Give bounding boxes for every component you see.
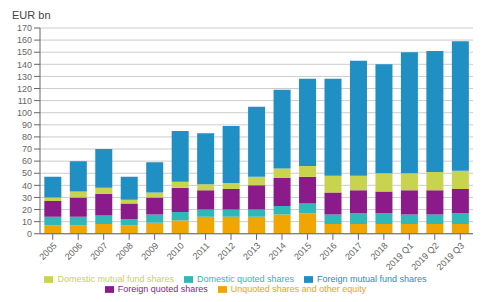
svg-text:2017: 2017: [343, 241, 364, 262]
svg-text:120: 120: [17, 84, 32, 94]
html-text:Domestic quoted shares: Domestic quoted shares: [197, 273, 294, 284]
svg-text:160: 160: [17, 35, 32, 45]
svg-text:170: 170: [17, 23, 32, 33]
html-text:Foreign mutual fund shares: Foreign mutual fund shares: [317, 273, 427, 284]
svg-text:110: 110: [18, 96, 32, 106]
svg-text:130: 130: [17, 72, 32, 82]
svg-text:0: 0: [27, 229, 32, 239]
html-text:Unquoted shares and other equi: Unquoted shares and other equity: [230, 283, 367, 294]
svg-text:2011: 2011: [191, 241, 212, 262]
svg-text:2007: 2007: [88, 241, 109, 262]
svg-text:50: 50: [22, 168, 32, 178]
svg-text:2006: 2006: [63, 241, 84, 262]
svg-text:2016: 2016: [318, 241, 339, 262]
svg-text:10: 10: [22, 217, 32, 227]
html-text:Domestic mutual fund shares: Domestic mutual fund shares: [57, 273, 174, 284]
svg-text:2005: 2005: [37, 241, 58, 262]
svg-text:2010: 2010: [165, 241, 186, 262]
svg-text:2015: 2015: [292, 241, 313, 262]
html-text:Foreign quoted shares: Foreign quoted shares: [117, 283, 208, 294]
svg-text:2013: 2013: [241, 241, 262, 262]
svg-text:2009: 2009: [139, 241, 160, 262]
svg-text:2008: 2008: [114, 241, 135, 262]
svg-text:100: 100: [17, 108, 32, 118]
svg-text:30: 30: [22, 193, 32, 203]
svg-text:2019 Q1: 2019 Q1: [383, 240, 416, 273]
svg-text:140: 140: [17, 60, 32, 70]
svg-text:2019 Q3: 2019 Q3: [435, 241, 466, 272]
html-text:EUR bn: EUR bn: [12, 9, 51, 21]
svg-text:150: 150: [17, 47, 32, 57]
svg-text:2014: 2014: [267, 241, 288, 262]
svg-text:70: 70: [22, 144, 32, 154]
svg-text:60: 60: [22, 156, 32, 166]
svg-text:20: 20: [22, 205, 32, 215]
svg-text:80: 80: [22, 132, 32, 142]
svg-text:2018: 2018: [369, 241, 390, 262]
svg-text:90: 90: [22, 120, 32, 130]
svg-text:40: 40: [22, 181, 32, 191]
svg-text:2019 Q2: 2019 Q2: [409, 240, 441, 273]
svg-text:2012: 2012: [216, 241, 237, 262]
